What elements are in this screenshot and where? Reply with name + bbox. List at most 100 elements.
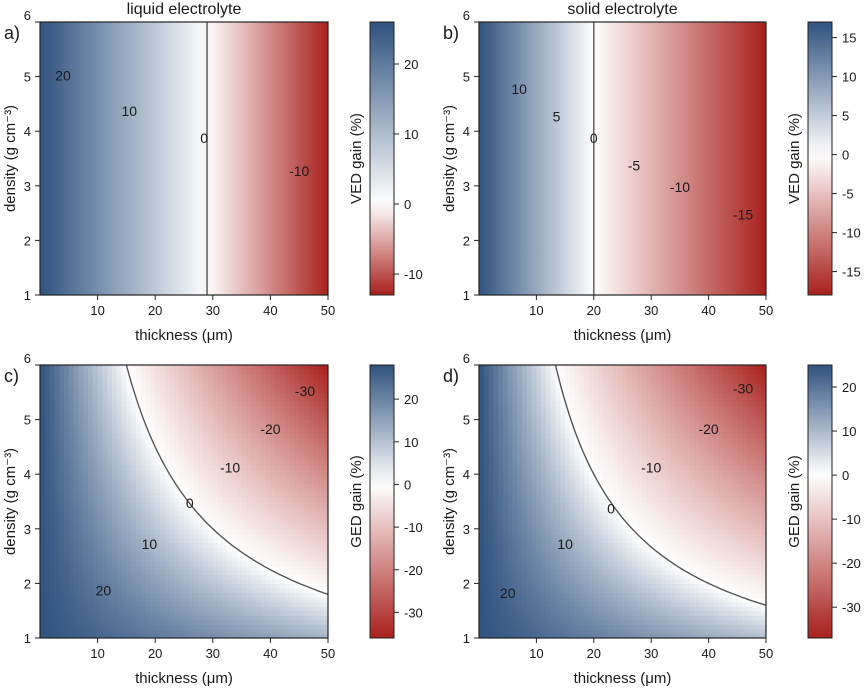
y-tick-label: 1 [24, 288, 31, 303]
colorbar-scale [369, 364, 395, 639]
zero-contour [554, 365, 766, 606]
colorbar-tick-label: 10 [404, 127, 418, 142]
contour-label: 10 [121, 103, 137, 119]
colorbar: 15 10 5 0 -5 -10 -15 VED gain (%) [786, 21, 861, 296]
x-tick-label: 40 [263, 303, 277, 318]
contour-label: -10 [289, 163, 309, 179]
colorbar-label: VED gain (%) [786, 113, 803, 204]
colorbar-tick-label: 20 [404, 392, 418, 407]
x-tick-label: 10 [90, 646, 104, 661]
contour-label: 10 [511, 81, 527, 97]
colorbar-tick-label: -10 [842, 512, 861, 527]
x-tick-label: 30 [206, 646, 220, 661]
contour-label: -10 [641, 459, 661, 475]
colorbar-tick-label: -10 [842, 226, 861, 241]
y-tick-label: 5 [24, 413, 31, 428]
plot-frame [39, 21, 329, 296]
x-axis-title: thickness (μm) [135, 327, 233, 344]
y-axis-title: density (g cm⁻³) [2, 448, 19, 555]
colorbar-tick-label: -10 [404, 267, 423, 282]
colorbar-label: GED gain (%) [348, 455, 365, 548]
y-tick-label: 2 [463, 233, 470, 248]
colorbar-label: GED gain (%) [786, 455, 803, 548]
contour-label: -30 [295, 383, 315, 399]
x-axis-title: thickness (μm) [574, 670, 672, 687]
colorbar-tick-label: -30 [842, 600, 861, 615]
contour-label: 0 [590, 130, 598, 146]
contour-label: 20 [55, 67, 71, 83]
y-tick-label: 6 [463, 351, 470, 366]
x-tick-label: 50 [759, 303, 773, 318]
x-tick-label: 20 [587, 303, 601, 318]
x-tick-label: 30 [206, 303, 220, 318]
x-tick-label: 50 [321, 303, 335, 318]
colorbar-tick-label: 5 [842, 109, 849, 124]
panel-letter: a) [4, 23, 20, 43]
x-tick-label: 30 [644, 646, 658, 661]
x-tick-label: 50 [321, 646, 335, 661]
y-tick-label: 3 [24, 179, 31, 194]
x-tick-label: 10 [90, 303, 104, 318]
contour-label: -20 [260, 421, 280, 437]
x-axis-title: thickness (μm) [574, 327, 672, 344]
plot-frame [478, 364, 767, 639]
panel-letter: d) [443, 366, 459, 386]
contour-label: 20 [500, 585, 516, 601]
colorbar-scale [807, 21, 833, 296]
colorbar-tick-label: 0 [404, 477, 411, 492]
colorbar-tick-label: -10 [404, 520, 423, 535]
x-tick-label: 40 [263, 646, 277, 661]
plot-frame [478, 21, 767, 296]
heatmap-field [40, 365, 328, 638]
y-tick-label: 4 [463, 124, 470, 139]
plot-frame [39, 364, 329, 639]
colorbar-tick-label: -15 [842, 265, 861, 280]
y-axis-title: density (g cm⁻³) [441, 448, 458, 555]
y-axis-title: density (g cm⁻³) [441, 105, 458, 212]
x-tick-label: 10 [529, 303, 543, 318]
contour-label: -30 [733, 380, 753, 396]
heatmap-field [40, 22, 328, 295]
colorbar-label: VED gain (%) [348, 113, 365, 204]
y-tick-label: 2 [24, 233, 31, 248]
panel-title: solid electrolyte [567, 1, 677, 18]
contour-label: 5 [553, 108, 561, 124]
colorbar-tick-label: 10 [404, 435, 418, 450]
x-tick-label: 40 [701, 646, 715, 661]
colorbar: 20 10 0 -10 -20 -30 GED gain (%) [786, 364, 861, 639]
panel-c: -30 -20 -10 0 10 20 10 20 30 40 50 1 2 3 4 5 6 thickness … [2, 351, 423, 687]
colorbar-tick-label: 0 [842, 468, 849, 483]
panel-a: 20 10 0 -10 10 20 30 40 50 1 2 3 4 5 6 thickness (μm) de… [2, 1, 423, 344]
x-tick-label: 40 [701, 303, 715, 318]
colorbar-scale [369, 21, 395, 296]
contour-label: 10 [557, 536, 573, 552]
y-tick-label: 6 [463, 8, 470, 23]
colorbar-tick-label: -5 [842, 187, 854, 202]
panel-letter: b) [443, 23, 459, 43]
y-tick-label: 2 [463, 576, 470, 591]
y-tick-label: 3 [463, 179, 470, 194]
colorbar-tick-label: 15 [842, 31, 856, 46]
panel-d: -30 -20 -10 0 10 20 10 20 30 40 50 1 2 3 4 5 6 thickness … [441, 351, 861, 687]
panel-letter: c) [4, 366, 19, 386]
colorbar-tick-label: 10 [842, 70, 856, 85]
y-tick-label: 3 [24, 522, 31, 537]
x-tick-label: 50 [759, 646, 773, 661]
colorbar-scale [807, 364, 833, 639]
colorbar: 20 10 0 -10 VED gain (%) [348, 21, 423, 296]
colorbar-tick-label: 20 [404, 57, 418, 72]
y-tick-label: 4 [24, 124, 31, 139]
x-tick-label: 20 [148, 303, 162, 318]
contour-label: -10 [670, 179, 690, 195]
contour-label: 0 [186, 495, 194, 511]
y-tick-label: 3 [463, 522, 470, 537]
colorbar: 20 10 0 -10 -20 -30 GED gain (%) [348, 364, 423, 639]
y-tick-label: 1 [24, 631, 31, 646]
colorbar-tick-label: -20 [404, 563, 423, 578]
contour-label: -15 [733, 207, 753, 223]
contour-label: 0 [607, 500, 615, 516]
x-axis-title: thickness (μm) [135, 670, 233, 687]
x-tick-label: 20 [587, 646, 601, 661]
